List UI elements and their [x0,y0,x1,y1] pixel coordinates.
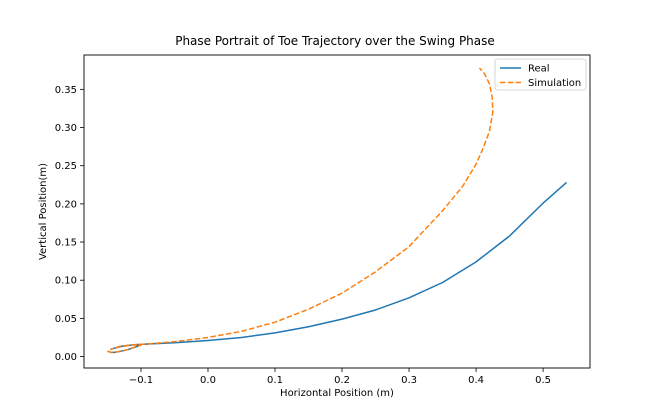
chart-title: Phase Portrait of Toe Trajectory over th… [175,34,495,48]
y-tick-label: 0.05 [55,314,77,325]
y-tick-label: 0.10 [55,276,77,287]
y-tick-label: 0.35 [55,85,77,96]
y-tick-label: 0.20 [55,199,77,210]
y-tick-label: 0.15 [55,238,77,249]
x-tick-label: 0.0 [200,375,216,386]
x-tick-label: 0.4 [468,375,484,386]
legend: Real Simulation [495,59,586,90]
y-tick-label: 0.25 [55,161,77,172]
x-tick-label: 0.1 [267,375,283,386]
legend-label-simulation: Simulation [528,78,581,89]
y-axis-label: Vertical Position(m) [38,163,49,260]
x-tick-label: 0.2 [334,375,350,386]
x-tick-label: 0.5 [535,375,551,386]
y-tick-label: 0.00 [55,352,77,363]
x-tick-label: −0.1 [129,375,153,386]
y-tick-label: 0.30 [55,123,77,134]
x-tick-label: 0.3 [401,375,417,386]
legend-label-real: Real [528,64,550,75]
x-axis-label: Horizontal Position (m) [280,388,394,399]
